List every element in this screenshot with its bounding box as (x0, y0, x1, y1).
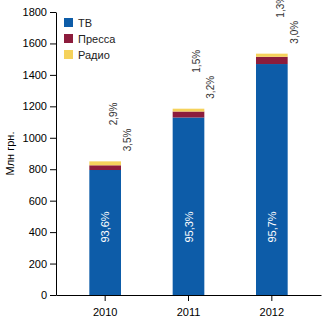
y-tick-mark (50, 201, 56, 202)
y-tick-mark (50, 12, 56, 13)
y-tick: 0 (41, 289, 56, 301)
y-tick-label: 400 (29, 226, 47, 238)
bar-segment (173, 117, 205, 295)
plot: 0200400600800100012001400160018002010201… (23, 0, 322, 318)
bar-segment (256, 64, 288, 295)
legend-item: Пресса (64, 33, 116, 45)
y-tick: 1800 (23, 6, 56, 18)
y-tick: 800 (29, 163, 56, 175)
x-tick-label: 2011 (177, 306, 201, 318)
share-label: 3,0% (289, 21, 300, 44)
x-tick-mark (188, 295, 189, 301)
legend-label: Радио (78, 49, 110, 61)
legend-swatch (64, 18, 73, 27)
legend-label: Пресса (78, 33, 116, 45)
y-tick-mark (50, 43, 56, 44)
legend-swatch (64, 34, 73, 43)
y-tick-label: 1200 (23, 100, 47, 112)
y-tick-mark (50, 169, 56, 170)
y-axis: 0 200 400 600 800 1000 1200 1400 1600 1800 (23, 6, 57, 301)
y-tick-mark (50, 138, 56, 139)
legend: ТВ Пресса Радио (64, 17, 116, 61)
share-label: 93,6% (99, 211, 111, 242)
y-tick: 1400 (23, 69, 56, 81)
y-tick: 200 (29, 258, 56, 270)
bar-segment (256, 57, 288, 64)
y-tick: 1000 (23, 132, 56, 144)
bar-segment (89, 161, 121, 165)
x-tick: 2011 (177, 295, 201, 318)
legend-swatch (64, 50, 73, 59)
share-label: 95,3% (183, 211, 195, 242)
share-label: 1,3% (275, 0, 286, 18)
x-tick-label: 2010 (93, 306, 117, 318)
share-label: 3,2% (205, 76, 216, 99)
legend-item: Радио (64, 49, 110, 61)
share-label: 95,7% (266, 211, 278, 242)
y-tick-mark (50, 75, 56, 76)
y-tick-label: 1000 (23, 132, 47, 144)
bar-segment (173, 112, 205, 118)
x-tick-label: 2012 (260, 306, 284, 318)
share-labels: 93,6% 3,5%2,9% 95,3% 3,2%1,5% 95,7% 3,0%1,3% (99, 0, 300, 243)
y-tick-mark (50, 264, 56, 265)
y-tick-mark (50, 295, 56, 296)
y-tick: 1200 (23, 100, 56, 112)
x-axis: 2010 2011 2012 (57, 295, 322, 318)
x-tick-mark (271, 295, 272, 301)
y-tick-label: 1400 (23, 69, 47, 81)
bars (89, 54, 287, 295)
y-tick: 400 (29, 226, 56, 238)
y-tick-label: 1800 (23, 6, 47, 18)
y-tick-label: 200 (29, 258, 47, 270)
y-tick: 600 (29, 195, 56, 207)
chart: 0200400600800100012001400160018002010201… (0, 0, 331, 325)
bar-segment (256, 54, 288, 57)
legend-item: ТВ (64, 17, 92, 29)
share-label: 3,5% (122, 128, 133, 151)
y-tick-label: 600 (29, 195, 47, 207)
y-tick: 1600 (23, 37, 56, 49)
bar-segment (89, 165, 121, 170)
x-tick: 2010 (93, 295, 117, 318)
y-axis-line (56, 13, 57, 296)
bar-segment (89, 170, 121, 295)
x-tick-mark (105, 295, 106, 301)
y-tick-label: 1600 (23, 37, 47, 49)
y-tick-label: 800 (29, 163, 47, 175)
legend-label: ТВ (78, 17, 92, 29)
y-tick-mark (50, 232, 56, 233)
bar-segment (173, 109, 205, 112)
share-label: 1,5% (191, 50, 202, 73)
x-tick: 2012 (260, 295, 284, 318)
y-tick-mark (50, 106, 56, 107)
y-axis-title: Млн грн. (4, 132, 16, 176)
y-tick-label: 0 (41, 289, 47, 301)
share-label: 2,9% (108, 102, 119, 125)
